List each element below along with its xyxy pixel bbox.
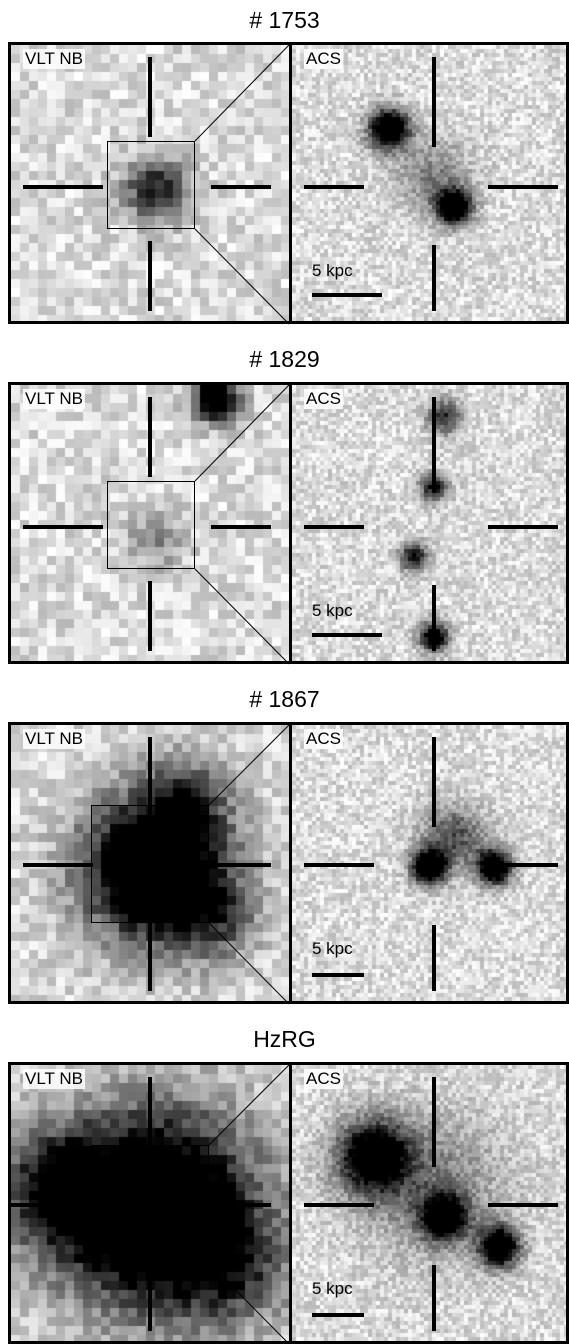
scale-bar [312, 973, 364, 977]
scale-bar-label: 5 kpc [312, 261, 353, 280]
crosshair-bottom [432, 585, 436, 651]
crosshair-right [211, 1203, 271, 1207]
scale-bar [312, 1313, 364, 1317]
crosshair-right [211, 863, 271, 867]
crosshair-top [432, 1077, 436, 1167]
scale-bar-label: 5 kpc [312, 1279, 353, 1298]
vlt-nb-panel-hzrg: VLT NB [8, 1062, 292, 1344]
vlt-nb-panel-1867: VLT NB [8, 722, 292, 1004]
crosshair-top [432, 57, 436, 147]
panel-label-acs: ACS [304, 389, 343, 409]
panel-label-vlt-nb: VLT NB [23, 1069, 85, 1089]
crosshair-left [23, 525, 103, 529]
panel-label-vlt-nb: VLT NB [23, 389, 85, 409]
crosshair-left [11, 1203, 93, 1207]
crosshair-bottom [148, 581, 152, 651]
acs-panel-hzrg: ACS 5 kpc [289, 1062, 569, 1344]
crosshair-bottom [432, 1265, 436, 1331]
crosshair-top [432, 737, 436, 827]
acs-image-1829 [292, 385, 566, 661]
crosshair-right [211, 525, 271, 529]
crosshair-bottom [148, 241, 152, 311]
zoom-box [107, 141, 195, 229]
crosshair-top [148, 397, 152, 477]
acs-panel-1867: ACS 5 kpc [289, 722, 569, 1004]
panel-label-acs: ACS [304, 729, 343, 749]
crosshair-right [488, 1203, 558, 1207]
crosshair-bottom [148, 921, 152, 991]
zoom-box [91, 805, 209, 923]
acs-panel-1829: ACS 5 kpc [289, 382, 569, 664]
crosshair-top [148, 1077, 152, 1157]
crosshair-left [23, 185, 103, 189]
panel-label-acs: ACS [304, 49, 343, 69]
crosshair-top [148, 57, 152, 137]
object-title-1753: # 1753 [249, 7, 320, 33]
crosshair-left [304, 1203, 374, 1207]
vlt-nb-panel-1829: VLT NB [8, 382, 292, 664]
acs-panel-1753: ACS 5 kpc [289, 42, 569, 324]
panel-label-acs: ACS [304, 1069, 343, 1089]
crosshair-right [488, 863, 558, 867]
crosshair-right [211, 185, 271, 189]
panel-label-vlt-nb: VLT NB [23, 49, 85, 69]
crosshair-left [304, 863, 374, 867]
object-title-1829: # 1829 [249, 346, 320, 372]
scale-bar [312, 293, 382, 297]
crosshair-bottom [148, 1261, 152, 1331]
scale-bar [312, 633, 382, 637]
acs-image-1753 [292, 45, 566, 321]
scale-bar-label: 5 kpc [312, 601, 353, 620]
vlt-nb-panel-1753: VLT NB [8, 42, 292, 324]
object-title-1867: # 1867 [249, 686, 320, 712]
crosshair-left [23, 863, 93, 867]
crosshair-right [488, 525, 558, 529]
panel-label-vlt-nb: VLT NB [23, 729, 85, 749]
crosshair-left [304, 525, 364, 529]
crosshair-right [488, 185, 558, 189]
scale-bar-label: 5 kpc [312, 939, 353, 958]
zoom-box [107, 481, 195, 569]
crosshair-top [148, 737, 152, 817]
crosshair-bottom [432, 925, 436, 991]
zoom-box [91, 1145, 209, 1263]
object-title-hzrg: HzRG [253, 1026, 316, 1052]
crosshair-left [304, 185, 364, 189]
crosshair-top [432, 397, 436, 487]
crosshair-bottom [432, 245, 436, 311]
